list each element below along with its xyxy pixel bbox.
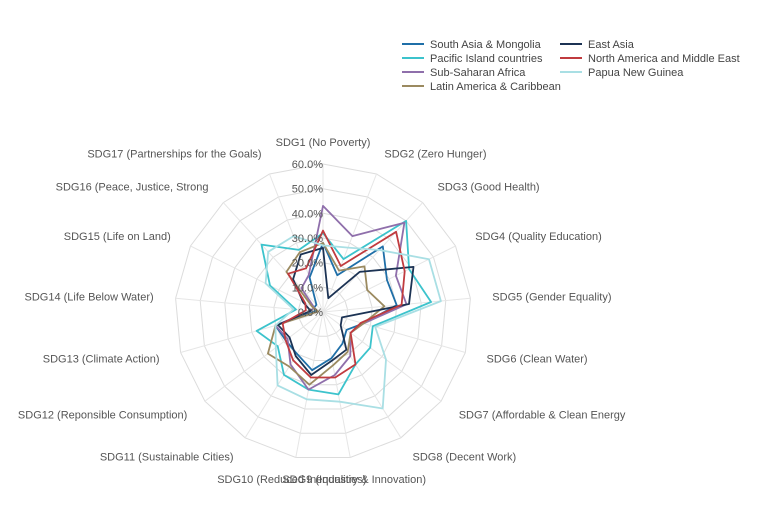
radar-grid xyxy=(175,163,471,458)
grid-spoke xyxy=(322,245,456,313)
legend-label: South Asia & Mongolia xyxy=(430,39,542,51)
category-label: SDG3 (Good Health) xyxy=(438,181,540,193)
tick-label: 30.0% xyxy=(292,233,323,245)
radial-tick-labels: 0.0% 10.0% 20.0% 30.0% 40.0% 50.0% 60.0% xyxy=(292,159,323,319)
grid-ring xyxy=(224,212,422,410)
category-label: SDG16 (Peace, Justice, Strong xyxy=(56,181,209,193)
category-label: SDG12 (Reponsible Consumption) xyxy=(18,409,187,421)
legend: South Asia & Mongolia Pacific Island coun… xyxy=(402,39,740,93)
category-label: SDG11 (Sustainable Cities) xyxy=(100,452,234,464)
grid-spoke xyxy=(322,311,442,402)
category-label: SDG13 (Climate Action) xyxy=(43,354,160,366)
category-label: SDG4 (Quality Education) xyxy=(475,231,602,243)
series-line-7 xyxy=(264,235,442,410)
category-label: SDG15 (Life on Land) xyxy=(64,231,171,243)
series-line-4 xyxy=(266,241,386,386)
tick-label: 40.0% xyxy=(292,208,323,220)
tick-label: 0.0% xyxy=(298,307,323,319)
grid-spoke xyxy=(269,173,324,313)
grid-ring xyxy=(273,262,373,361)
category-label: SDG6 (Clean Water) xyxy=(487,354,588,366)
category-label: SDG5 (Gender Equality) xyxy=(492,291,611,303)
grid-spoke xyxy=(222,202,324,313)
grid-spoke xyxy=(204,311,324,402)
grid-spoke xyxy=(190,245,324,313)
series-line-3 xyxy=(274,204,408,391)
tick-label: 20.0% xyxy=(292,258,323,270)
grid-spoke xyxy=(180,311,324,353)
category-label: SDG17 (Partnerships for the Goals) xyxy=(87,149,261,161)
legend-label: Pacific Island countries xyxy=(430,53,543,65)
legend-label: East Asia xyxy=(588,39,635,51)
legend-label: North America and Middle East xyxy=(588,53,740,65)
tick-label: 50.0% xyxy=(292,184,323,196)
grid-spoke xyxy=(322,311,402,439)
category-label: SDG2 (Zero Hunger) xyxy=(384,149,486,161)
series-line-6 xyxy=(281,229,406,379)
series-line-2 xyxy=(255,219,433,396)
category-label: SDG8 (Decent Work) xyxy=(413,452,517,464)
tick-label: 10.0% xyxy=(292,282,323,294)
category-label: SDG10 (Reduced Inequalities) xyxy=(217,474,366,486)
category-label: SDG14 (Life Below Water) xyxy=(24,291,153,303)
grid-ring xyxy=(175,163,471,458)
radar-series xyxy=(255,204,442,410)
category-label: SDG9 (Industry & Innovation) xyxy=(282,474,426,486)
grid-spoke xyxy=(175,297,324,313)
grid-ring xyxy=(199,188,447,434)
category-label: SDG7 (Affordable & Clean Energy xyxy=(459,409,626,421)
category-labels: SDG1 (No Poverty) SDG2 (Zero Hunger) SDG3 … xyxy=(18,137,626,486)
legend-label: Latin America & Caribbean xyxy=(430,81,561,93)
legend-label: Sub-Saharan Africa xyxy=(430,67,526,79)
grid-spoke xyxy=(322,311,351,458)
legend-label: Papua New Guinea xyxy=(588,67,684,79)
category-label: SDG1 (No Poverty) xyxy=(276,137,371,149)
grid-spoke xyxy=(322,311,466,353)
grid-spoke xyxy=(322,173,377,313)
tick-label: 60.0% xyxy=(292,159,323,171)
